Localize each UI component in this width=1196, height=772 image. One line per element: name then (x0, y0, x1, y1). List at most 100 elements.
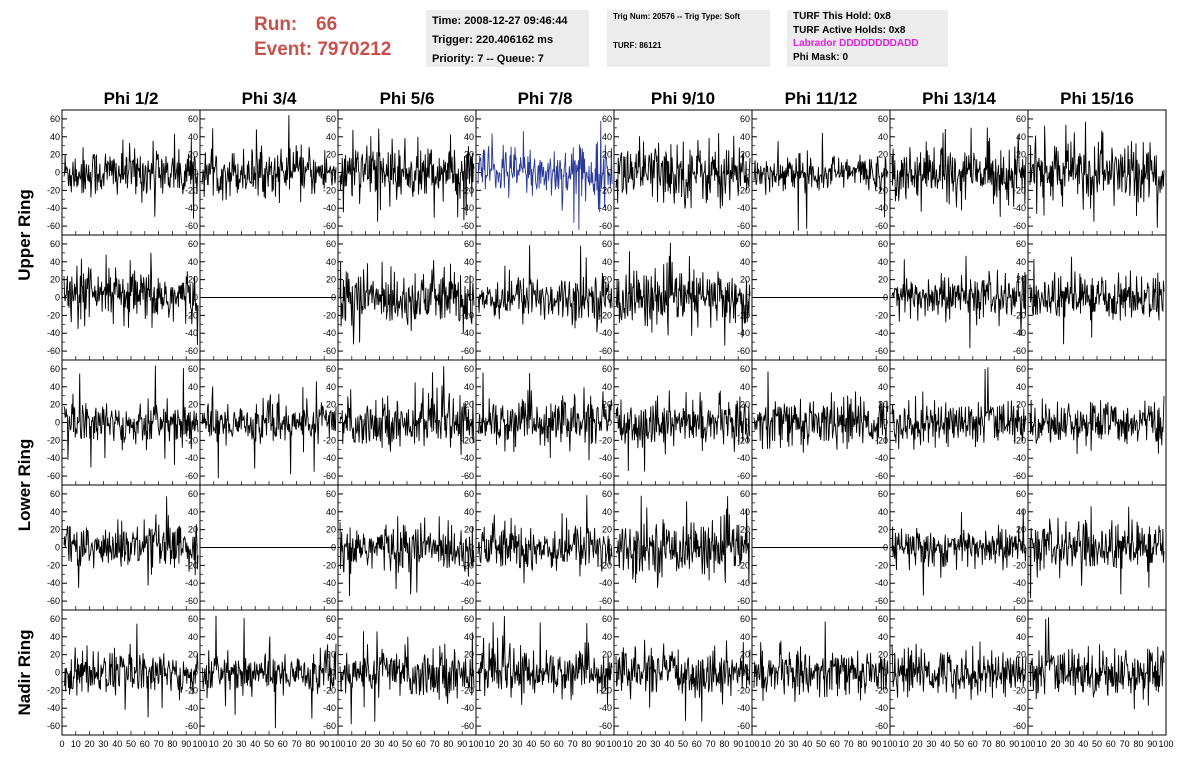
x-tick-label: 70 (1120, 739, 1130, 749)
y-tick-label: -20 (1013, 435, 1026, 445)
y-tick-label: -40 (323, 703, 336, 713)
y-tick-label: 0 (331, 543, 336, 553)
y-tick-label: 20 (50, 400, 60, 410)
trigger-info-box: Trig Num: 20576 -- Trig Type: Soft TURF:… (607, 10, 770, 67)
y-tick-label: -40 (461, 203, 474, 213)
y-tick-label: 20 (878, 650, 888, 660)
x-tick-label: 100 (192, 739, 207, 749)
y-tick-label: -20 (599, 685, 612, 695)
y-tick-label: 40 (464, 632, 474, 642)
y-tick-label: -60 (323, 221, 336, 231)
column-header-8: Phi 15/16 (1060, 89, 1134, 108)
x-tick-label: 60 (140, 739, 150, 749)
y-tick-label: 40 (50, 507, 60, 517)
x-tick-label: 20 (637, 739, 647, 749)
y-tick-label: -40 (185, 453, 198, 463)
phi-mask-text: Phi Mask: 0 (793, 51, 849, 63)
y-tick-label: 60 (188, 364, 198, 374)
x-tick-label: 0 (59, 739, 64, 749)
column-header-3: Phi 5/6 (380, 89, 435, 108)
y-tick-label: 60 (740, 364, 750, 374)
waveform-trace (1029, 256, 1165, 345)
y-tick-label: -20 (737, 310, 750, 320)
y-tick-label: 60 (740, 614, 750, 624)
y-tick-label: 40 (188, 507, 198, 517)
y-tick-label: 40 (326, 382, 336, 392)
waveform-trace (615, 133, 751, 209)
y-tick-label: 20 (326, 150, 336, 160)
y-tick-label: 60 (878, 489, 888, 499)
y-tick-label: -20 (323, 185, 336, 195)
x-tick-label: 40 (526, 739, 536, 749)
y-tick-label: 40 (740, 382, 750, 392)
y-tick-label: 60 (740, 114, 750, 124)
x-tick-label: 80 (581, 739, 591, 749)
waveform-trace (339, 260, 475, 345)
y-tick-label: 40 (464, 257, 474, 267)
x-tick-label: 20 (1051, 739, 1061, 749)
y-tick-label: -40 (599, 203, 612, 213)
y-tick-label: -20 (875, 685, 888, 695)
waveform-trace (201, 615, 337, 729)
turf-this-hold-text: TURF This Hold: 0x8 (793, 11, 891, 22)
y-tick-label: 0 (607, 418, 612, 428)
y-tick-label: -60 (737, 721, 750, 731)
x-tick-label: 90 (319, 739, 329, 749)
y-tick-label: 0 (1021, 293, 1026, 303)
event-value: 7970212 (317, 39, 392, 60)
y-tick-label: -20 (737, 560, 750, 570)
y-tick-label: 0 (331, 418, 336, 428)
waveform-trace (201, 381, 337, 479)
y-tick-label: 40 (464, 507, 474, 517)
event-label: Event: (254, 39, 313, 60)
run-event-label: Run: 66 Event: 7970212 (254, 12, 391, 62)
x-tick-label: 30 (374, 739, 384, 749)
y-tick-label: -20 (1013, 185, 1026, 195)
y-tick-label: -20 (185, 685, 198, 695)
y-tick-label: 0 (883, 168, 888, 178)
x-tick-label: 40 (940, 739, 950, 749)
y-tick-label: -40 (737, 328, 750, 338)
y-tick-label: -40 (47, 203, 60, 213)
y-tick-label: 60 (50, 114, 60, 124)
y-tick-label: -40 (461, 578, 474, 588)
y-tick-label: 0 (55, 293, 60, 303)
waveform-trace (615, 639, 751, 722)
x-tick-label: 60 (692, 739, 702, 749)
y-tick-label: 60 (188, 489, 198, 499)
y-tick-label: -20 (461, 310, 474, 320)
y-tick-label: -20 (47, 560, 60, 570)
y-tick-label: 40 (602, 507, 612, 517)
y-tick-label: 60 (326, 239, 336, 249)
turf-active-holds-text: TURF Active Holds: 0x8 (793, 24, 906, 36)
y-tick-label: -20 (737, 685, 750, 695)
y-tick-label: -60 (461, 346, 474, 356)
y-tick-label: 40 (878, 257, 888, 267)
y-tick-label: 0 (55, 418, 60, 428)
column-header-1: Phi 1/2 (104, 89, 159, 108)
x-tick-label: 100 (1020, 739, 1035, 749)
y-tick-label: 0 (193, 668, 198, 678)
y-tick-label: 0 (883, 543, 888, 553)
trigger-text: Trigger: 220.406162 ms (432, 34, 554, 46)
y-tick-label: 60 (50, 239, 60, 249)
waveform-trace (891, 255, 1027, 349)
x-tick-label: 50 (126, 739, 136, 749)
y-tick-label: -20 (875, 435, 888, 445)
y-tick-label: -40 (185, 203, 198, 213)
y-tick-label: -40 (47, 453, 60, 463)
y-tick-label: -60 (875, 471, 888, 481)
x-tick-label: 50 (540, 739, 550, 749)
y-tick-label: 60 (878, 114, 888, 124)
x-tick-label: 90 (1147, 739, 1157, 749)
column-header-5: Phi 9/10 (651, 89, 715, 108)
y-tick-label: 40 (50, 132, 60, 142)
y-tick-label: -20 (599, 435, 612, 445)
y-tick-label: -20 (323, 435, 336, 445)
y-tick-label: 60 (188, 614, 198, 624)
y-tick-label: 20 (740, 650, 750, 660)
y-tick-label: -40 (875, 328, 888, 338)
y-tick-label: -60 (47, 221, 60, 231)
y-tick-label: 40 (740, 632, 750, 642)
y-tick-label: -20 (47, 185, 60, 195)
